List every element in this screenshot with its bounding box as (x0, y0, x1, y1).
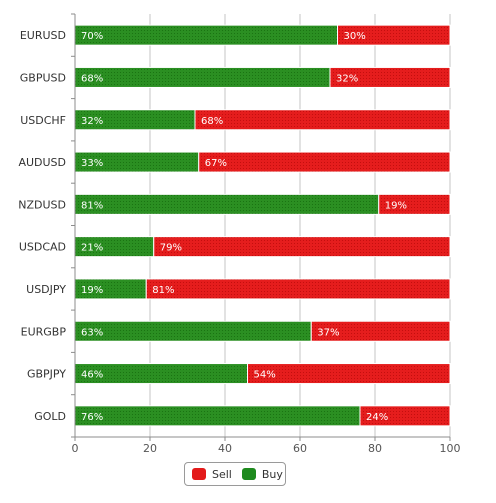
data-label-sell: 54% (254, 370, 276, 381)
legend-label-buy: Buy (261, 467, 283, 481)
data-label-sell: 30% (344, 31, 366, 42)
data-label-buy: 46% (81, 370, 103, 381)
legend-label-sell: Sell (212, 467, 232, 481)
data-label-buy: 70% (81, 31, 103, 42)
legend: Sell Buy (184, 462, 286, 486)
bar-buy-gold[interactable] (74, 405, 361, 427)
data-label-sell: 37% (317, 327, 339, 338)
bar-sell-usdchf[interactable] (194, 109, 451, 131)
data-label-buy: 63% (81, 327, 103, 338)
data-label-sell: 19% (385, 200, 407, 211)
data-label-sell: 67% (205, 158, 227, 169)
category-label: USDCAD (19, 241, 66, 254)
bar-buy-gbpusd[interactable] (74, 66, 331, 88)
data-label-buy: 32% (81, 116, 103, 127)
legend-swatch-buy (241, 468, 256, 480)
bar-sell-audusd[interactable] (198, 151, 451, 173)
category-label: AUDUSD (18, 156, 66, 169)
legend-item-sell[interactable]: Sell (192, 468, 232, 481)
x-tick-label: 80 (368, 442, 382, 455)
bar-sell-gold[interactable] (359, 405, 451, 427)
legend-item-buy[interactable]: Buy (241, 467, 283, 481)
category-label: EURGBP (21, 325, 67, 338)
axes: 0 20 40 60 80 100 EURUSD GBPUSD USDCHF AUDUSD NZDU… (18, 13, 461, 455)
x-tick-label: 20 (143, 442, 157, 455)
bar-sell-eurusd[interactable] (337, 24, 451, 46)
x-tick-label: 100 (440, 442, 461, 455)
category-label: GOLD (34, 410, 66, 423)
bar-sell-gbpusd[interactable] (329, 66, 451, 88)
x-tick-label: 60 (293, 442, 307, 455)
data-label-buy: 68% (81, 73, 103, 84)
data-label-buy: 21% (81, 243, 103, 254)
category-label: NZDUSD (18, 198, 66, 211)
x-tick-label: 0 (72, 442, 79, 455)
data-label-buy: 19% (81, 285, 103, 296)
bar-sell-usdjpy[interactable] (145, 278, 451, 300)
data-labels: 70% 30% 68% 32% 32% 68% 33% 67% 81% 19% 21% 79% 19% 8… (81, 31, 407, 423)
bar-buy-eurusd[interactable] (74, 24, 338, 46)
bar-sell-usdcad[interactable] (153, 236, 451, 258)
bar-buy-nzdusd[interactable] (74, 193, 380, 215)
x-tick-label: 40 (218, 442, 232, 455)
data-label-buy: 76% (81, 412, 103, 423)
bar-sell-nzdusd[interactable] (378, 193, 451, 215)
data-label-sell: 79% (160, 243, 182, 254)
data-label-sell: 81% (152, 285, 174, 296)
data-label-buy: 33% (81, 158, 103, 169)
category-label: USDJPY (26, 283, 66, 296)
category-label: USDCHF (20, 114, 66, 127)
bars (74, 24, 451, 427)
category-label: EURUSD (20, 29, 66, 42)
category-label: GBPJPY (27, 368, 66, 381)
category-label: GBPUSD (20, 71, 66, 84)
bar-sell-eurgbp[interactable] (310, 320, 451, 342)
data-label-buy: 81% (81, 200, 103, 211)
legend-swatch-sell (192, 468, 206, 480)
bar-buy-eurgbp[interactable] (74, 320, 312, 342)
data-label-sell: 68% (201, 116, 223, 127)
bar-sell-gbpjpy[interactable] (247, 363, 451, 385)
data-label-sell: 24% (366, 412, 388, 423)
data-label-sell: 32% (336, 73, 358, 84)
